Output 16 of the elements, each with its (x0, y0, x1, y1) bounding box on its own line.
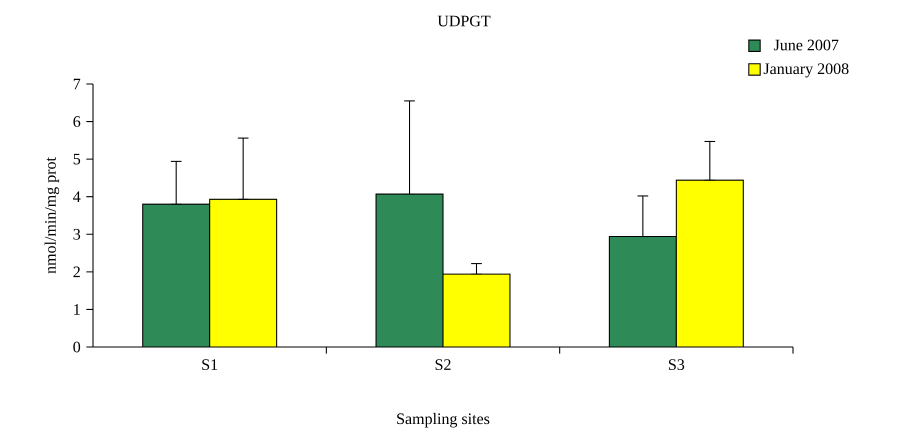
y-tick-label: 6 (73, 116, 80, 127)
chart-title: UDPGT (438, 16, 490, 26)
x-tick-label: S1 (202, 359, 218, 370)
x-tick-label: S3 (668, 359, 684, 370)
y-tick-label: 5 (74, 154, 80, 164)
y-tick-label: 3 (74, 228, 80, 240)
y-axis-title: nmol/min/mg prot (44, 157, 60, 274)
legend-label: June 2007 (774, 40, 838, 50)
y-tick-label: 2 (73, 266, 80, 278)
x-axis-title: Sampling sites (397, 412, 490, 428)
legend-label: January 2008 (764, 63, 849, 78)
y-tick-label: 1 (74, 304, 80, 315)
x-tick-label: S2 (436, 359, 451, 370)
y-tick-label: 4 (73, 191, 80, 202)
y-tick-label: 0 (73, 342, 80, 352)
y-tick-label: 7 (74, 78, 80, 90)
